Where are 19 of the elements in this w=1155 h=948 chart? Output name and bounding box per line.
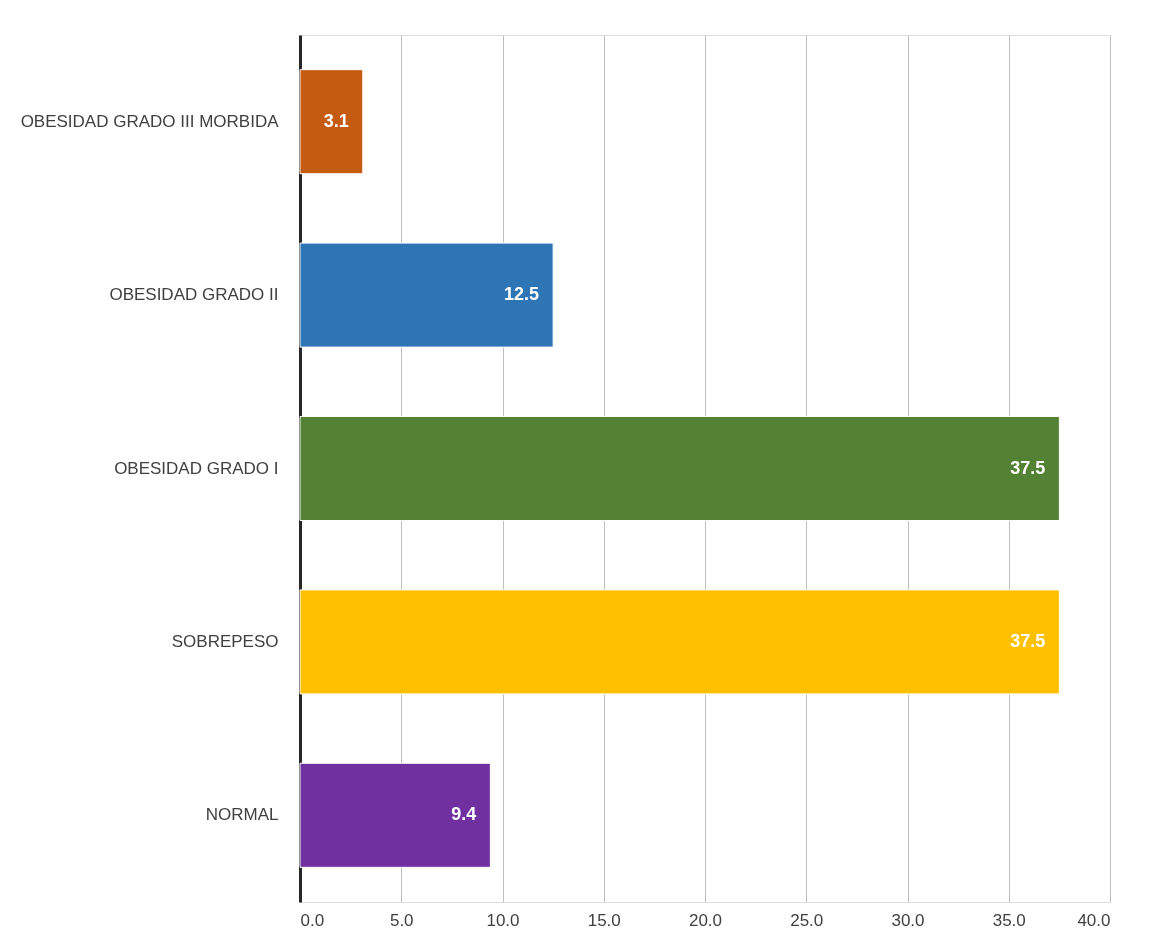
data-label: 12.5: [504, 284, 540, 305]
y-tick-label: OBESIDAD GRADO III MORBIDA: [20, 111, 280, 131]
x-tick-label: 30.0: [891, 910, 925, 930]
x-tick-label: 20.0: [688, 910, 723, 930]
x-tick-label: 15.0: [587, 910, 621, 930]
x-tick-label: 5.0: [389, 910, 414, 930]
x-tick-label: 0.0: [300, 910, 325, 930]
data-label: 37.5: [1010, 630, 1046, 651]
y-tick-label: SOBREPESO: [171, 631, 279, 651]
y-tick-label: NORMAL: [205, 805, 279, 825]
x-tick-label: 40.0: [1077, 910, 1111, 930]
y-tick-label: OBESIDAD GRADO II: [109, 285, 279, 305]
x-tick-label: 25.0: [790, 910, 824, 930]
x-tick-label: 35.0: [992, 910, 1026, 930]
data-label: 3.1: [323, 110, 349, 131]
data-label: 9.4: [451, 804, 477, 825]
data-label: 37.5: [1010, 457, 1046, 478]
y-tick-label: OBESIDAD GRADO I: [114, 458, 279, 478]
x-tick-label: 10.0: [486, 910, 520, 930]
